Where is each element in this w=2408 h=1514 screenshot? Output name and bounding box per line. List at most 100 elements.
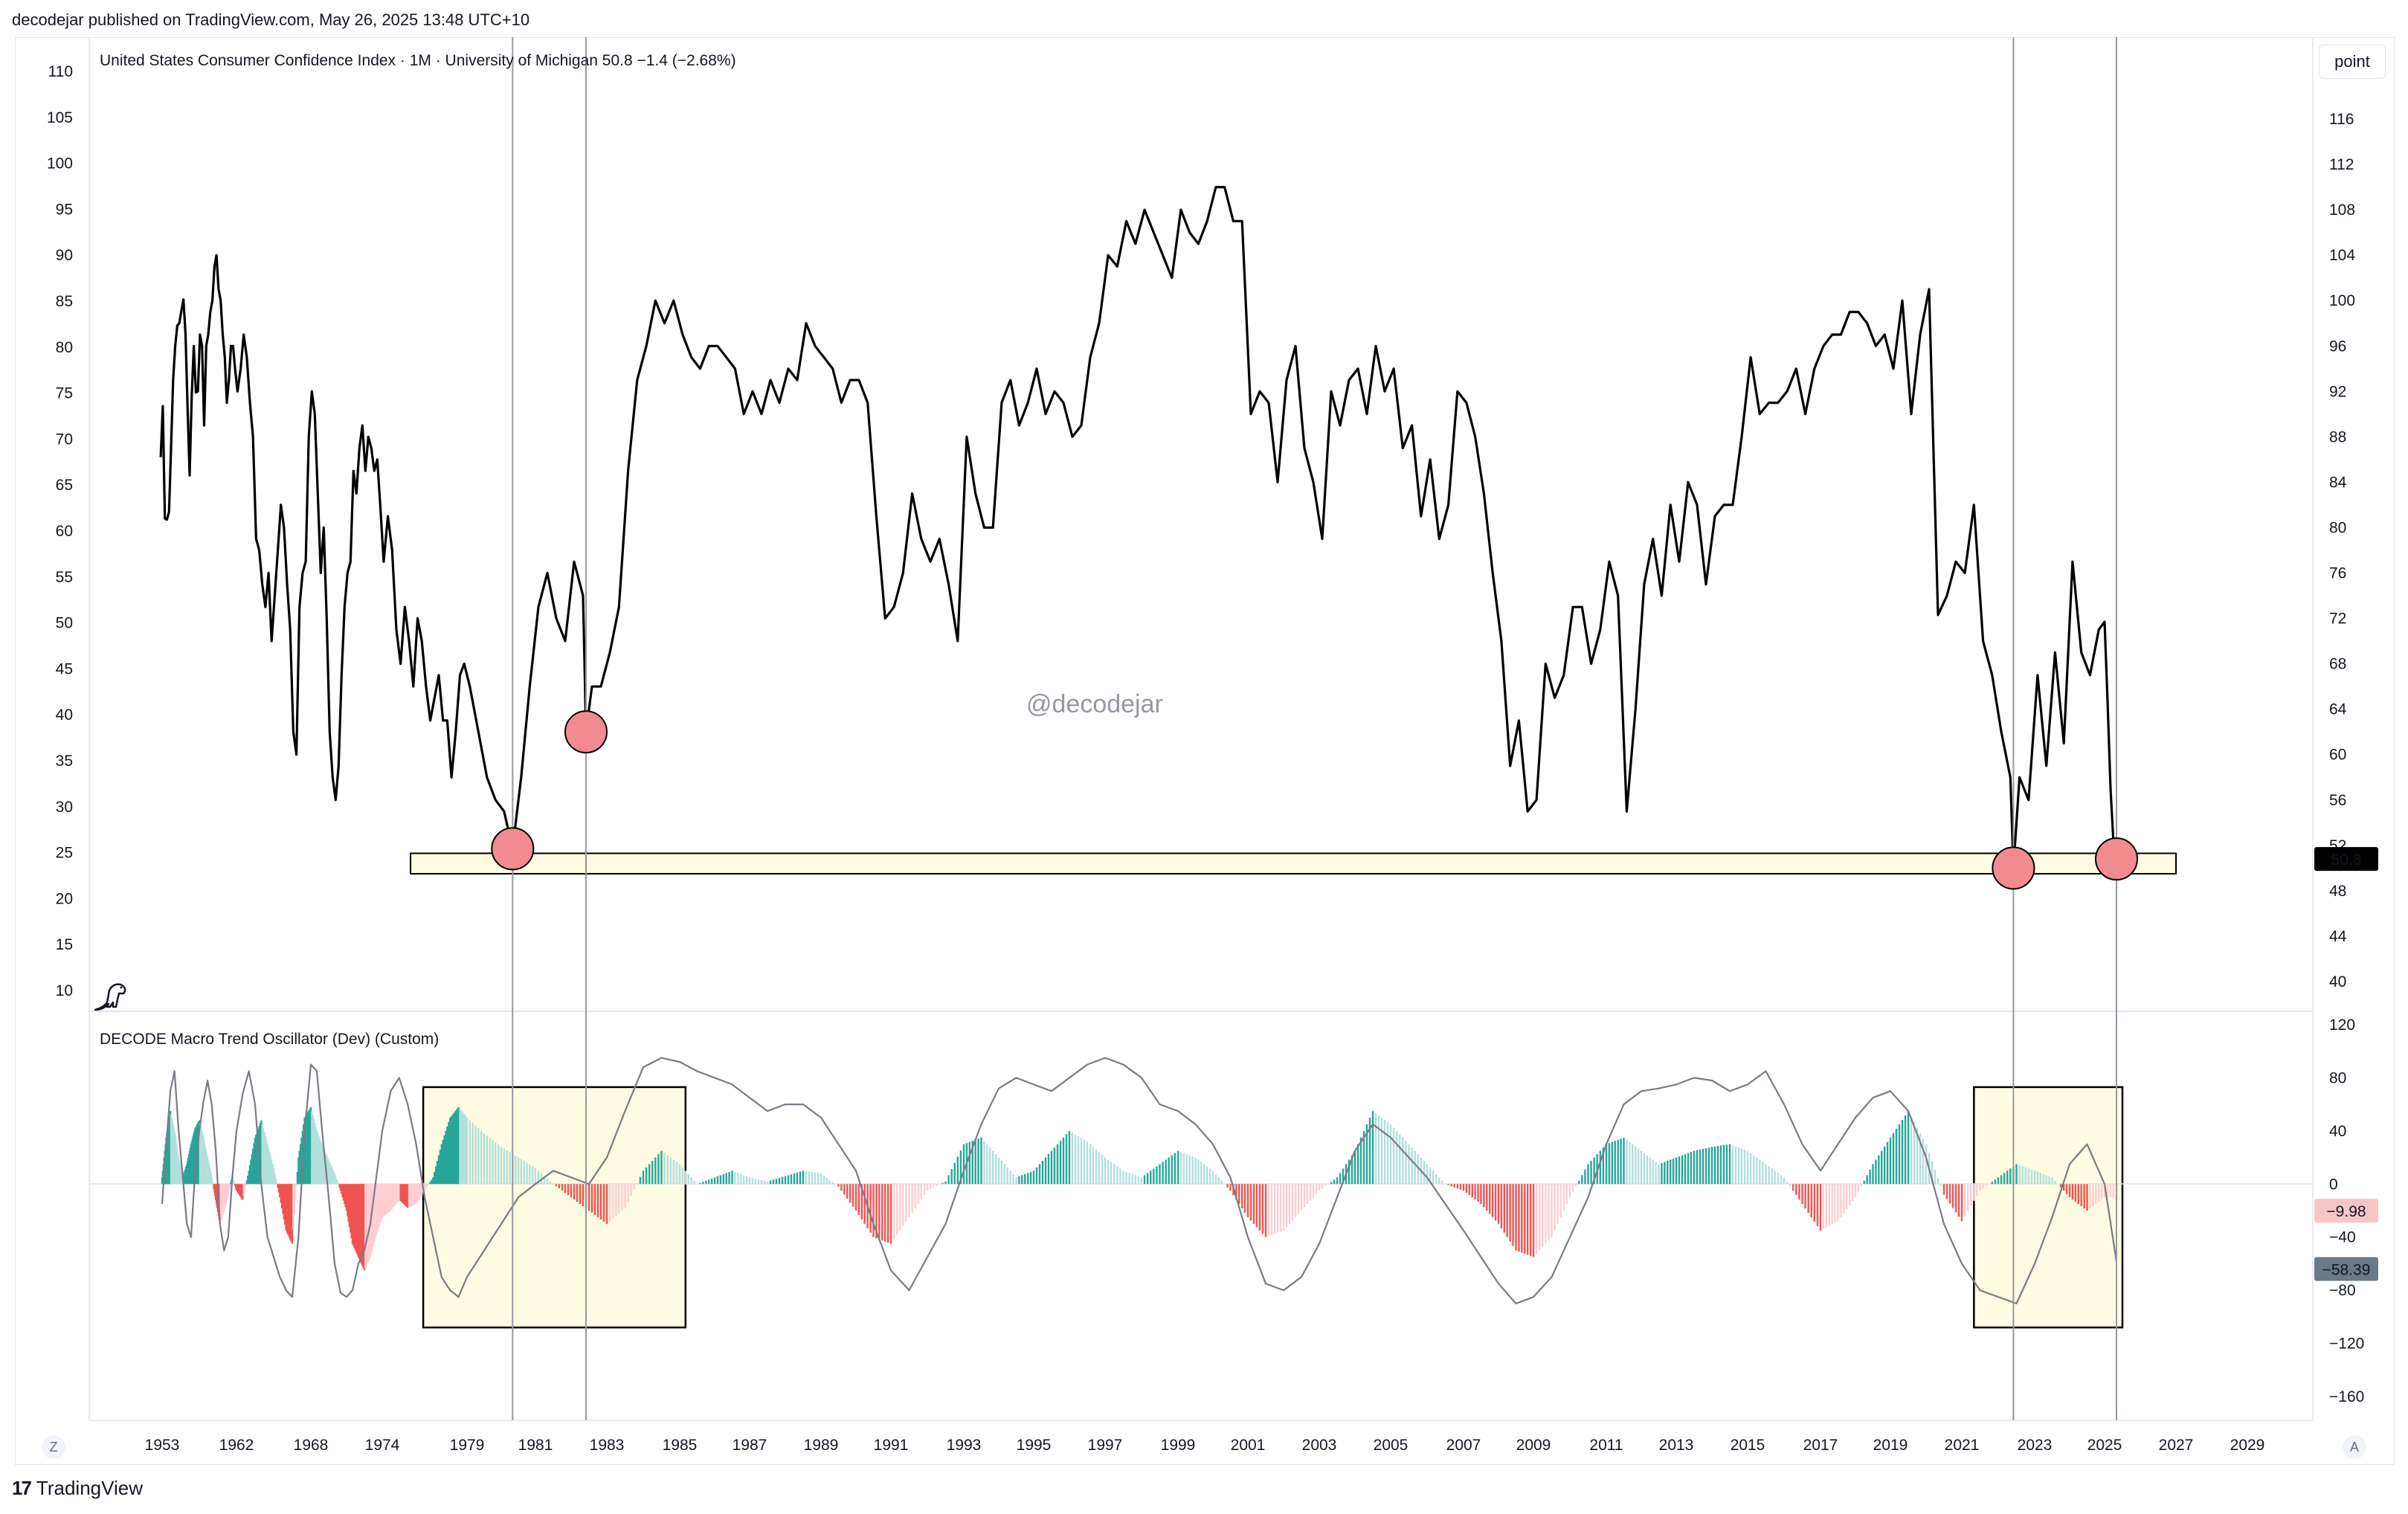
histogram-bar xyxy=(300,1137,303,1185)
histogram-bar xyxy=(255,1134,257,1185)
histogram-bar xyxy=(1303,1184,1306,1208)
histogram-bar xyxy=(1743,1150,1746,1185)
histogram-bar xyxy=(271,1164,274,1185)
histogram-bar xyxy=(492,1140,494,1185)
histogram-bar xyxy=(448,1121,450,1185)
histogram-bar xyxy=(1171,1155,1174,1185)
histogram-bar xyxy=(323,1151,326,1185)
histogram-bar xyxy=(1551,1184,1553,1237)
histogram-bar xyxy=(449,1118,451,1185)
histogram-bar xyxy=(608,1184,611,1222)
histogram-bar xyxy=(520,1159,523,1185)
histogram-bar xyxy=(1297,1184,1300,1214)
histogram-bar xyxy=(1526,1184,1529,1255)
histogram-bar xyxy=(1973,1184,1975,1201)
histogram-bar xyxy=(1828,1184,1830,1226)
histogram-bar xyxy=(705,1180,707,1185)
dinosaur-icon xyxy=(94,983,126,1011)
histogram-bar xyxy=(454,1110,457,1185)
histogram-bar xyxy=(1098,1152,1101,1185)
histogram-bar xyxy=(321,1144,323,1185)
histogram-bar xyxy=(1957,1184,1960,1217)
histogram-bar xyxy=(1194,1157,1197,1185)
histogram-bar xyxy=(778,1177,781,1185)
histogram-bar xyxy=(378,1184,381,1226)
histogram-bar xyxy=(587,1184,590,1211)
histogram-bar xyxy=(654,1157,657,1185)
histogram-bar xyxy=(339,1184,342,1191)
time-axis-label: 2023 xyxy=(2018,1437,2053,1454)
histogram-bar xyxy=(437,1155,440,1185)
right-axis-tick: 84 xyxy=(2329,474,2347,491)
right-axis-tick: 88 xyxy=(2329,428,2346,445)
histogram-bar xyxy=(1922,1138,1925,1185)
left-axis-tick: 95 xyxy=(56,201,73,218)
oscillator-axis-tick: 120 xyxy=(2329,1017,2355,1034)
histogram-bar xyxy=(1759,1159,1761,1185)
unit-button[interactable]: point xyxy=(2319,45,2386,79)
histogram-bar xyxy=(725,1173,727,1185)
histogram-bar xyxy=(419,1184,422,1198)
histogram-bar xyxy=(287,1184,289,1235)
histogram-bar xyxy=(2100,1184,2103,1200)
histogram-bar xyxy=(645,1167,648,1185)
histogram-bar xyxy=(1032,1170,1035,1185)
histogram-bar xyxy=(1235,1184,1237,1200)
histogram-bar xyxy=(1684,1154,1687,1185)
histogram-bar xyxy=(509,1152,511,1185)
histogram-bar xyxy=(453,1112,456,1185)
histogram-bar xyxy=(390,1184,392,1211)
histogram-bar xyxy=(582,1184,585,1207)
histogram-bar xyxy=(1065,1134,1068,1185)
histogram-bar xyxy=(1875,1159,1877,1185)
histogram-bar xyxy=(514,1156,517,1185)
histogram-bar xyxy=(602,1184,605,1222)
histogram-bar xyxy=(1931,1161,1934,1185)
right-axis-tick: 92 xyxy=(2329,383,2346,400)
histogram-bar xyxy=(1518,1184,1520,1252)
histogram-bar xyxy=(849,1184,852,1203)
histogram-bar xyxy=(371,1184,373,1250)
histogram-bar xyxy=(875,1184,878,1239)
histogram-bar xyxy=(684,1170,687,1185)
histogram-bar xyxy=(1255,1184,1258,1228)
histogram-bar xyxy=(846,1184,849,1199)
oscillator-legend: DECODE Macro Trend Oscillator (Dev) (Cus… xyxy=(100,1031,439,1048)
histogram-bar xyxy=(1675,1157,1678,1185)
histogram-bar xyxy=(737,1173,739,1185)
histogram-bar xyxy=(356,1184,358,1255)
histogram-bar xyxy=(409,1184,412,1207)
zoom-z-button[interactable]: Z xyxy=(42,1435,65,1459)
histogram-bar xyxy=(375,1184,378,1235)
histogram-bar xyxy=(722,1173,724,1185)
histogram-bar xyxy=(784,1176,787,1185)
histogram-bar xyxy=(1408,1144,1410,1185)
auto-scale-button[interactable]: A xyxy=(2343,1435,2366,1459)
histogram-bar xyxy=(2003,1173,2006,1185)
histogram-bar xyxy=(347,1184,350,1222)
histogram-bar xyxy=(247,1175,249,1185)
histogram-bar xyxy=(1312,1184,1315,1198)
histogram-bar xyxy=(1898,1124,1901,1185)
time-axis-label: 2001 xyxy=(1231,1437,1266,1454)
histogram-bar xyxy=(471,1123,474,1185)
histogram-bar xyxy=(1982,1184,1984,1189)
histogram-bar xyxy=(1414,1150,1416,1185)
time-axis-label: 2003 xyxy=(1302,1437,1337,1454)
histogram-bar xyxy=(1608,1143,1611,1185)
histogram-bar xyxy=(1226,1184,1229,1188)
histogram-bar xyxy=(1762,1162,1764,1185)
histogram-bar xyxy=(1047,1154,1050,1185)
price-legend: United States Consumer Confidence Index … xyxy=(100,52,736,69)
histogram-bar xyxy=(440,1144,442,1185)
histogram-bar xyxy=(1658,1164,1660,1185)
histogram-bar xyxy=(611,1184,614,1219)
histogram-bar xyxy=(1599,1150,1602,1185)
histogram-bar xyxy=(929,1184,932,1190)
histogram-bar xyxy=(320,1141,322,1185)
histogram-bar xyxy=(306,1112,309,1185)
histogram-bar xyxy=(834,1184,837,1185)
histogram-bar xyxy=(1077,1136,1080,1185)
histogram-bar xyxy=(531,1166,534,1185)
histogram-bar xyxy=(401,1184,403,1203)
